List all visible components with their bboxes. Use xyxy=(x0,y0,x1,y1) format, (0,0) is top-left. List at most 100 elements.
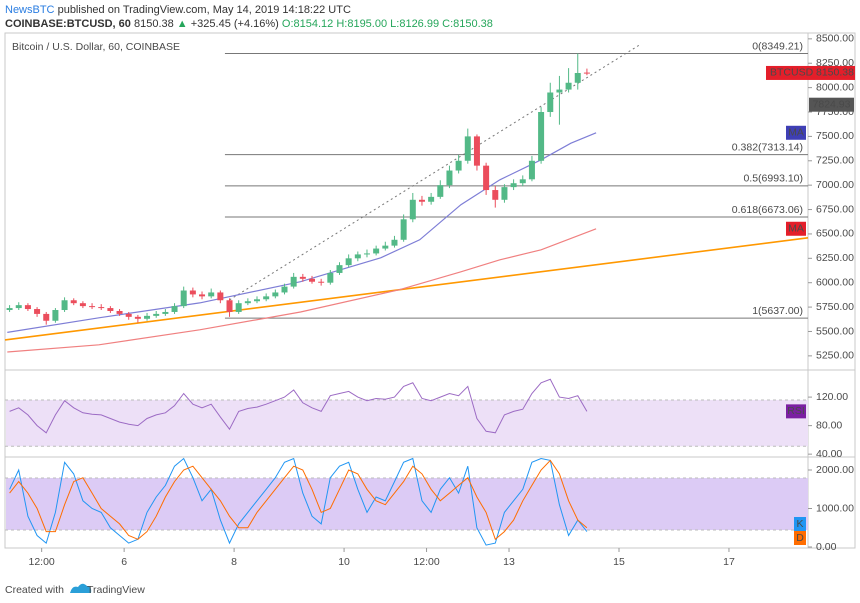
band xyxy=(6,478,808,530)
candle-body xyxy=(437,185,444,197)
x-tick-label: 15 xyxy=(613,556,625,568)
marker-price-box xyxy=(809,97,854,112)
y-tick-label: 8500.00 xyxy=(816,33,854,45)
y-tick-label: 6250.00 xyxy=(816,252,854,264)
candle-body xyxy=(528,160,535,180)
candle-body xyxy=(171,306,178,312)
footer-created: Created with xyxy=(5,584,64,596)
chart-title: Bitcoin / U.S. Dollar, 60, COINBASE xyxy=(12,41,180,53)
candle-body xyxy=(89,306,96,308)
candle-body xyxy=(189,290,196,295)
candle-body xyxy=(327,272,334,283)
y-tick-label: 8000.00 xyxy=(816,81,854,93)
candle-body xyxy=(116,310,123,314)
candle-body xyxy=(446,170,453,186)
stoch-badge: K xyxy=(796,518,803,530)
candle-body xyxy=(15,305,22,309)
x-tick-label: 13 xyxy=(503,556,515,568)
x-tick-label: 10 xyxy=(338,556,350,568)
stoch-badge-box xyxy=(794,517,806,531)
x-tick-label: 17 xyxy=(723,556,735,568)
candle-body xyxy=(61,300,68,311)
candle-body xyxy=(354,254,361,259)
last-price-box xyxy=(766,65,855,80)
candle-body xyxy=(547,92,554,113)
ma-badge: MA xyxy=(788,223,804,235)
y-tick-label: 6000.00 xyxy=(816,276,854,288)
candle-body xyxy=(492,190,499,200)
y-tick-label: 5250.00 xyxy=(816,350,854,362)
fib-label: 0(8349.21) xyxy=(752,40,803,52)
candle-body xyxy=(391,239,398,246)
y-tick-label: 120.00 xyxy=(816,391,848,403)
candle-body xyxy=(281,286,288,293)
projection-line xyxy=(229,44,640,301)
trendline xyxy=(4,237,809,341)
candle-body xyxy=(510,183,517,188)
y-tick-label: 7250.00 xyxy=(816,155,854,167)
candle-body xyxy=(290,276,297,287)
candle-body xyxy=(409,199,416,220)
header-line: NewsBTC published on TradingView.com, Ma… xyxy=(5,4,351,16)
stoch-line xyxy=(9,459,588,541)
candle-body xyxy=(199,294,206,297)
ohlc-high: H:8195.00 xyxy=(336,18,387,30)
x-tick-label: 6 xyxy=(121,556,127,568)
candle-body xyxy=(483,165,490,191)
fib-label: 0.618(6673.06) xyxy=(732,204,803,216)
candle-body xyxy=(52,310,59,321)
ma-badge-box xyxy=(786,221,806,236)
candle-body xyxy=(134,316,141,319)
y-tick-label: 2000.00 xyxy=(816,464,854,476)
candle-body xyxy=(153,313,160,316)
y-tick-label: 6500.00 xyxy=(816,228,854,240)
fib-label: 0.5(6993.10) xyxy=(743,173,803,185)
arrow: ▲ xyxy=(177,18,188,30)
candle-body xyxy=(363,253,370,255)
y-tick-label: 7500.00 xyxy=(816,130,854,142)
candle-body xyxy=(125,313,132,317)
candle-body xyxy=(501,187,508,200)
candle-body xyxy=(464,136,471,161)
ohlc-close: C:8150.38 xyxy=(442,18,493,30)
rsi-badge-box xyxy=(786,404,806,419)
marker-price: 7824.93 xyxy=(813,98,851,110)
candle-body xyxy=(254,299,261,302)
ma-badge: MA xyxy=(788,127,804,139)
candle-body xyxy=(34,309,41,314)
y-tick-label: 0.00 xyxy=(816,541,837,553)
candle-body xyxy=(556,89,563,93)
candle-body xyxy=(98,307,105,309)
candle-body xyxy=(308,278,315,282)
candle-body xyxy=(180,290,187,307)
rsi-line xyxy=(9,378,588,434)
footer-brand[interactable]: TradingView xyxy=(87,584,145,596)
candle-body xyxy=(574,72,581,83)
candle-body xyxy=(70,300,77,304)
candle-body xyxy=(583,72,590,74)
last-price-symbol: BTCUSD xyxy=(770,67,814,79)
author[interactable]: NewsBTC xyxy=(5,4,55,16)
ohlc-low: L:8126.99 xyxy=(390,18,439,30)
stoch-line xyxy=(9,457,588,546)
candle-body xyxy=(43,313,50,321)
candle-body xyxy=(519,179,526,184)
candle-body xyxy=(428,196,435,202)
candle-body xyxy=(144,315,151,319)
ma-badge-box xyxy=(786,125,806,140)
last-price-value: 8150.38 xyxy=(816,67,854,79)
candle-body xyxy=(382,245,389,249)
y-tick-label: 5750.00 xyxy=(816,301,854,313)
candle-body xyxy=(336,265,343,273)
y-tick-label: 80.00 xyxy=(816,419,842,431)
candle-body xyxy=(162,311,169,314)
candle-body xyxy=(345,258,352,266)
y-tick-label: 40.00 xyxy=(816,448,842,460)
fib-label: 1(5637.00) xyxy=(752,305,803,317)
x-tick-label: 12:00 xyxy=(29,556,55,568)
candle-body xyxy=(565,82,572,90)
stoch-badge: D xyxy=(796,532,804,544)
published: published on TradingView.com, May 14, 20… xyxy=(58,4,351,16)
candle-body xyxy=(455,160,462,171)
